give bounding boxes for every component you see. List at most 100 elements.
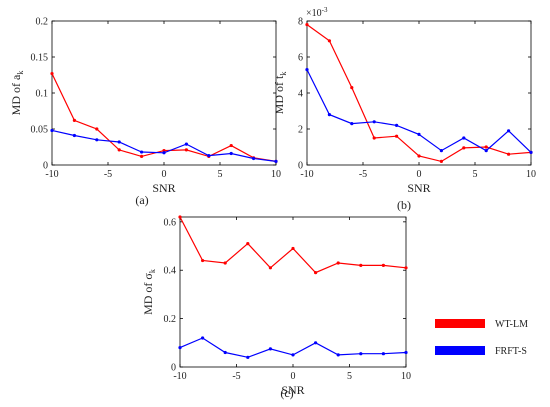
- data-point-wt-lm: [381, 263, 385, 267]
- x-axis-label: SNR: [281, 383, 304, 397]
- x-tick-label: 10: [526, 169, 536, 180]
- plot-frame: [51, 20, 277, 166]
- y-tick-label: 0: [171, 363, 176, 374]
- data-point-wt-lm: [336, 261, 340, 265]
- data-point-frft-s: [274, 159, 278, 163]
- x-tick-label: -10: [173, 371, 186, 382]
- series-line-frft-s: [51, 129, 277, 162]
- legend-swatch-wt-lm: [435, 319, 485, 328]
- legend-label-frft-s: FRFT-S: [495, 346, 527, 357]
- data-point-wt-lm: [507, 152, 511, 156]
- data-point-wt-lm: [417, 154, 421, 158]
- data-point-wt-lm: [404, 266, 408, 270]
- data-point-wt-lm: [201, 258, 205, 263]
- plot-frame: [179, 216, 407, 368]
- panel-caption: (b): [397, 198, 411, 212]
- y-tick-label: 0.6: [164, 217, 177, 228]
- data-point-frft-s: [305, 68, 309, 72]
- data-point-wt-lm: [462, 146, 466, 150]
- data-point-frft-s: [268, 347, 272, 351]
- x-tick-label: 10: [271, 169, 281, 180]
- data-point-frft-s: [372, 120, 376, 124]
- y-tick-label: 0: [43, 161, 48, 172]
- y-axis-label: MD of σk: [141, 269, 157, 315]
- series-line-wt-lm: [179, 216, 407, 274]
- y-axis-label: MD of ak: [9, 71, 25, 116]
- data-point-frft-s: [140, 150, 144, 154]
- data-point-frft-s: [291, 353, 295, 357]
- x-tick-label: -10: [300, 169, 313, 180]
- x-tick-label: 5: [473, 169, 478, 180]
- y-tick-label: 0.1: [36, 89, 49, 100]
- y-tick-label: 0.4: [164, 266, 177, 277]
- data-point-wt-lm: [359, 263, 363, 267]
- data-point-wt-lm: [246, 242, 250, 246]
- series-line-wt-lm: [51, 73, 277, 162]
- data-point-frft-s: [417, 132, 421, 136]
- y-tick-label: 2: [298, 125, 303, 136]
- x-tick-label: -5: [104, 169, 112, 180]
- data-point-wt-lm: [117, 148, 121, 152]
- data-point-frft-s: [381, 352, 385, 356]
- data-point-frft-s: [223, 350, 227, 355]
- series-line-frft-s: [306, 69, 532, 153]
- data-point-frft-s: [201, 336, 205, 340]
- legend-swatch-frft-s: [435, 346, 485, 355]
- data-point-frft-s: [314, 341, 318, 345]
- data-point-wt-lm: [291, 246, 295, 251]
- data-point-frft-s: [327, 113, 331, 117]
- data-point-frft-s: [336, 353, 340, 357]
- y-tick-label: 0.15: [31, 53, 49, 64]
- chart-panel-2: -10 -5 0 5 10 0 2 4 6 8×10-3 SNR MD of tk (b): [272, 6, 536, 212]
- y-tick-label: 4: [298, 89, 303, 100]
- data-point-frft-s: [359, 352, 363, 356]
- data-point-wt-lm: [229, 143, 233, 148]
- data-point-wt-lm: [395, 134, 399, 138]
- chart-panel-1: -10 -5 0 5 10 0 0.05 0.1 0.15 0.2 SNR MD of ak (a): [9, 17, 281, 208]
- x-tick-label: -5: [359, 169, 367, 180]
- data-point-frft-s: [117, 140, 121, 144]
- data-point-frft-s: [246, 355, 250, 359]
- data-point-wt-lm: [178, 215, 182, 219]
- data-point-wt-lm: [268, 266, 272, 270]
- legend: WT-LM FRFT-S: [435, 319, 528, 357]
- data-point-wt-lm: [95, 127, 99, 131]
- y-tick-label: 6: [298, 53, 303, 64]
- x-tick-label: 0: [291, 371, 296, 382]
- data-point-frft-s: [529, 150, 533, 154]
- x-tick-label: 5: [347, 371, 352, 382]
- data-point-frft-s: [178, 346, 182, 350]
- data-point-frft-s: [50, 128, 54, 133]
- y-tick-label: 8: [298, 17, 303, 28]
- x-axis-label: SNR: [407, 181, 430, 195]
- data-point-frft-s: [404, 350, 408, 355]
- data-point-wt-lm: [72, 118, 76, 122]
- data-point-wt-lm: [372, 136, 376, 140]
- x-axis-label: SNR: [152, 181, 175, 195]
- data-point-frft-s: [95, 138, 99, 142]
- data-point-frft-s: [252, 156, 256, 161]
- data-point-wt-lm: [140, 154, 144, 158]
- data-point-frft-s: [350, 122, 354, 126]
- y-tick-label: 0: [298, 161, 303, 172]
- data-point-wt-lm: [439, 159, 443, 163]
- data-point-wt-lm: [184, 148, 188, 152]
- data-point-frft-s: [507, 129, 511, 133]
- y-exponent-label: ×10-3: [306, 6, 328, 19]
- data-point-frft-s: [207, 154, 211, 158]
- data-point-wt-lm: [327, 39, 331, 43]
- legend-label-wt-lm: WT-LM: [495, 319, 528, 330]
- y-tick-label: 0.05: [31, 125, 49, 136]
- x-tick-label: -5: [232, 371, 240, 382]
- data-point-wt-lm: [484, 145, 488, 149]
- data-point-wt-lm: [223, 261, 227, 265]
- y-tick-label: 0.2: [164, 314, 177, 325]
- data-point-wt-lm: [50, 71, 54, 76]
- x-tick-label: 10: [401, 371, 411, 382]
- data-point-frft-s: [184, 142, 188, 146]
- data-point-frft-s: [439, 149, 443, 153]
- data-point-wt-lm: [305, 23, 309, 27]
- x-tick-label: -10: [45, 169, 58, 180]
- data-point-wt-lm: [350, 86, 354, 90]
